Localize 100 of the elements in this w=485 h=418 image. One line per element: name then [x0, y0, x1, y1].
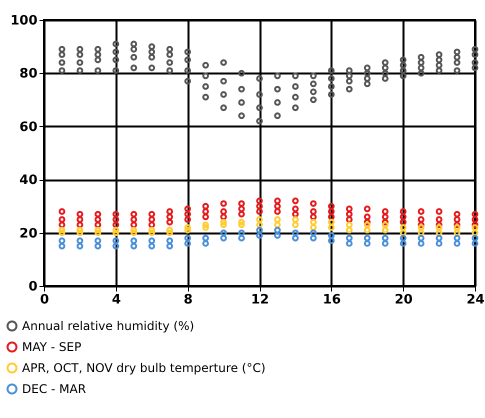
point — [202, 240, 209, 247]
legend-label: MAY - SEP — [22, 340, 82, 354]
point — [220, 229, 227, 236]
point — [130, 237, 138, 244]
point — [274, 216, 281, 223]
point — [454, 224, 460, 231]
point — [220, 221, 227, 228]
point — [382, 226, 389, 234]
point — [130, 226, 138, 234]
point — [292, 221, 299, 228]
x-tick-label: 4 — [112, 292, 121, 308]
x-tick-label: 20 — [394, 292, 413, 308]
point — [364, 234, 371, 242]
point — [310, 234, 317, 242]
y-tick-label: 20 — [19, 226, 38, 242]
point — [94, 237, 102, 244]
point — [148, 242, 156, 250]
point — [382, 240, 389, 247]
point — [418, 224, 424, 231]
x-tick-label: 0 — [40, 292, 50, 308]
point — [256, 232, 263, 239]
point — [94, 242, 102, 250]
point — [382, 221, 389, 228]
point — [436, 234, 442, 242]
point — [112, 229, 120, 236]
point — [346, 226, 353, 234]
point — [364, 221, 371, 228]
point — [292, 216, 299, 223]
point — [364, 240, 371, 247]
point — [418, 234, 424, 242]
point — [76, 242, 84, 250]
point — [184, 226, 192, 234]
point — [472, 240, 478, 247]
point — [238, 221, 245, 228]
point — [202, 224, 209, 231]
point — [112, 242, 120, 250]
y-tick-label: 0 — [28, 280, 38, 294]
point — [382, 234, 389, 242]
point — [418, 229, 424, 236]
point — [292, 234, 299, 242]
point — [328, 224, 335, 231]
point — [274, 232, 281, 239]
x-tick-label: 12 — [250, 292, 270, 308]
point — [346, 234, 353, 242]
point — [274, 221, 281, 228]
point — [94, 226, 102, 234]
point — [58, 242, 66, 250]
x-tick-label: 8 — [184, 292, 193, 308]
point — [346, 221, 353, 228]
point — [454, 240, 460, 247]
point — [436, 224, 442, 231]
y-tick-label: 40 — [19, 173, 38, 188]
point — [436, 229, 442, 236]
point — [400, 234, 407, 242]
y-tick-label: 100 — [10, 14, 38, 28]
point — [436, 240, 442, 247]
point — [148, 226, 156, 234]
point — [310, 229, 317, 236]
point — [418, 240, 424, 247]
point — [184, 234, 192, 242]
point — [238, 218, 245, 226]
point — [472, 234, 478, 242]
x-tick-label: 24 — [466, 292, 485, 308]
point — [58, 237, 66, 244]
point — [130, 229, 138, 236]
point — [94, 229, 102, 236]
point — [220, 234, 227, 242]
point — [274, 226, 281, 234]
point — [472, 229, 478, 236]
legend-label: APR, OCT, NOV dry bulb temperture (°C) — [22, 361, 266, 375]
point — [328, 232, 335, 239]
point — [364, 226, 371, 234]
point — [256, 226, 263, 234]
legend-label: Annual relative humidity (%) — [22, 319, 194, 333]
point — [166, 229, 174, 236]
point — [76, 237, 84, 244]
point — [400, 224, 407, 231]
point — [238, 229, 245, 236]
point — [130, 242, 138, 250]
point — [184, 224, 192, 231]
point — [472, 224, 478, 231]
point — [112, 237, 120, 244]
point — [112, 226, 120, 234]
legend-label: DEC - MAR — [22, 382, 86, 396]
point — [76, 226, 84, 234]
point — [310, 224, 317, 231]
point — [166, 242, 174, 250]
point — [292, 229, 299, 236]
point — [166, 237, 174, 244]
point — [184, 240, 192, 247]
point — [148, 229, 156, 236]
point — [58, 229, 66, 236]
point — [202, 221, 209, 228]
x-tick-label: 16 — [322, 292, 341, 308]
point — [454, 234, 460, 242]
point — [58, 226, 66, 234]
point — [346, 240, 353, 247]
point — [166, 226, 174, 234]
point — [256, 216, 263, 223]
point — [256, 221, 263, 228]
